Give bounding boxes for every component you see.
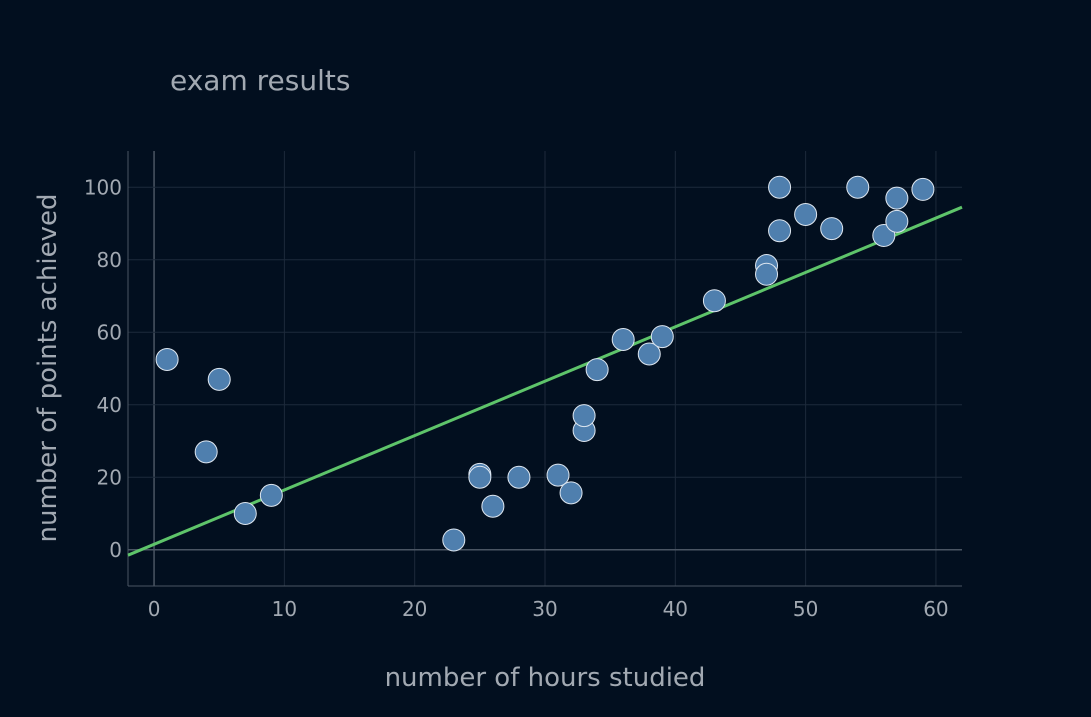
data-point[interactable] (768, 219, 792, 243)
x-tick-label: 40 (663, 597, 688, 621)
data-point[interactable] (911, 177, 935, 201)
y-tick-label: 0 (109, 538, 122, 562)
data-point[interactable] (442, 528, 466, 552)
points-layer (155, 175, 935, 552)
y-tick-label: 20 (97, 465, 122, 489)
data-point[interactable] (194, 440, 218, 464)
y-tick-label: 60 (97, 320, 122, 344)
data-point[interactable] (794, 202, 818, 226)
x-axis-label: number of hours studied (385, 663, 706, 693)
data-point[interactable] (572, 404, 596, 428)
data-point[interactable] (611, 328, 635, 351)
data-point[interactable] (820, 217, 844, 241)
y-tick-label: 80 (97, 248, 122, 272)
data-point[interactable] (637, 342, 661, 366)
data-point[interactable] (481, 494, 505, 518)
data-point[interactable] (768, 175, 792, 199)
y-tick-label: 100 (84, 175, 122, 199)
data-point[interactable] (207, 367, 231, 391)
x-tick-label: 30 (532, 597, 557, 621)
axes-layer: 0 10 20 30 40 50 60 0 20 40 60 80 100 (84, 151, 962, 621)
x-tick-label: 10 (272, 597, 297, 621)
data-point[interactable] (585, 358, 609, 382)
data-point[interactable] (885, 186, 909, 210)
data-point[interactable] (233, 502, 257, 525)
data-point[interactable] (546, 463, 570, 487)
data-point[interactable] (468, 465, 492, 489)
data-point[interactable] (846, 175, 870, 199)
x-tick-label: 20 (402, 597, 427, 621)
data-point[interactable] (755, 262, 779, 286)
y-tick-label: 40 (97, 393, 122, 417)
data-point[interactable] (702, 289, 726, 313)
x-tick-label: 0 (148, 597, 161, 621)
data-point[interactable] (507, 465, 531, 489)
data-point[interactable] (885, 209, 909, 233)
chart-title: exam results (170, 64, 350, 97)
data-point[interactable] (155, 347, 179, 371)
x-tick-label: 60 (923, 597, 948, 621)
y-axis-label: number of points achieved (33, 194, 63, 543)
data-point[interactable] (559, 481, 583, 505)
data-point[interactable] (259, 483, 283, 507)
x-tick-label: 50 (793, 597, 818, 621)
data-point[interactable] (650, 325, 674, 349)
